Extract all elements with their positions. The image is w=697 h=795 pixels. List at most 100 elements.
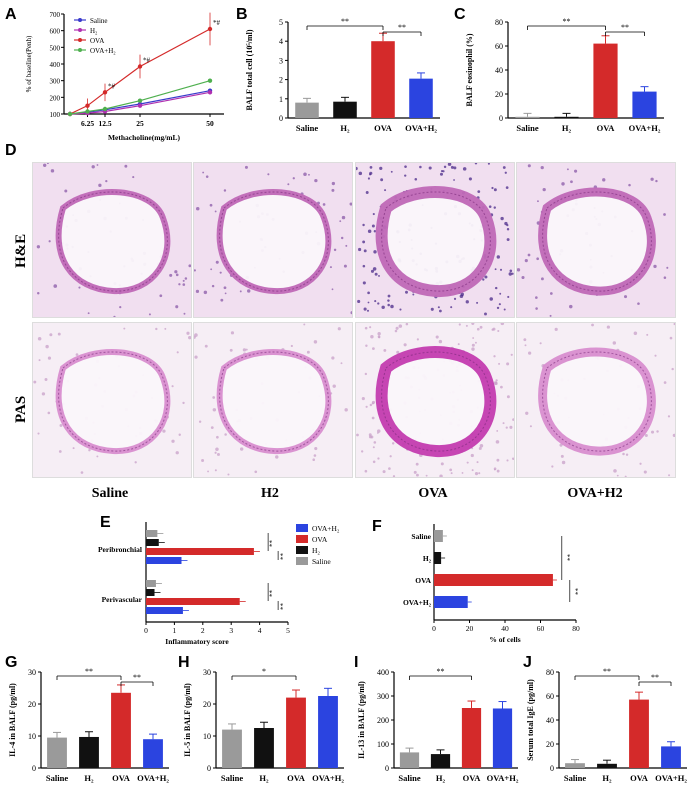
cell-nucleus (182, 401, 185, 405)
cell-nucleus (292, 177, 295, 180)
cell-nucleus (50, 169, 55, 173)
bar-h2 (597, 763, 617, 768)
y-tick-label: 60 (546, 692, 554, 701)
hbar (146, 607, 183, 614)
cell-nucleus (602, 178, 606, 182)
cell-nucleus (404, 174, 407, 177)
cell-nucleus (449, 468, 453, 472)
micrograph-image (194, 323, 352, 477)
y-axis-label: BALF total cell (10⁵/ml) (245, 29, 254, 110)
cell-nucleus (498, 303, 501, 306)
cell-nucleus (331, 288, 334, 291)
cell-nucleus (132, 176, 135, 179)
sig-marker: ** (276, 603, 284, 611)
cell-nucleus (209, 203, 213, 207)
cell-nucleus (204, 344, 208, 348)
bar-ova (629, 699, 649, 768)
cell-nucleus (41, 392, 46, 396)
y-tick-label: 300 (50, 78, 61, 86)
sig-marker: ** (265, 590, 273, 598)
cell-nucleus (561, 460, 566, 465)
cell-nucleus (96, 164, 99, 166)
cell-nucleus (220, 298, 224, 302)
cell-nucleus (75, 353, 79, 356)
cell-nucleus (551, 465, 554, 468)
cell-nucleus (171, 385, 174, 388)
y-tick-label: 200 (50, 94, 61, 102)
x-tick-label: OVA (463, 773, 482, 783)
series-point (85, 109, 90, 114)
cell-nucleus (656, 430, 659, 433)
row-label-he: H&E (13, 233, 29, 268)
cell-nucleus (379, 166, 383, 170)
cell-nucleus (37, 292, 40, 295)
cell-nucleus (653, 264, 657, 269)
annotation-marker: *# (108, 82, 116, 90)
y-tick-label: 400 (50, 61, 61, 69)
cell-nucleus (377, 457, 380, 460)
cell-nucleus (650, 430, 655, 434)
cell-nucleus (367, 229, 372, 234)
hbar-h2 (434, 552, 442, 564)
cell-nucleus (374, 300, 377, 303)
cell-nucleus (435, 335, 439, 339)
y-tick-label: 0 (499, 114, 503, 123)
y-tick-label: 20 (546, 740, 554, 749)
series-point (137, 103, 143, 108)
cell-nucleus (471, 323, 475, 325)
cell-nucleus (502, 422, 505, 425)
cell-nucleus (542, 188, 546, 192)
cell-nucleus (606, 325, 610, 329)
cell-nucleus (205, 175, 209, 178)
cell-nucleus (224, 433, 227, 436)
x-tick-label: 60 (537, 624, 545, 633)
y-axis-label: % of baseline(Penh) (25, 35, 33, 92)
cell-nucleus (487, 163, 490, 165)
panel-label-f: F (372, 518, 382, 535)
x-tick-label: Saline (516, 123, 538, 133)
cell-nucleus (358, 247, 362, 252)
micrograph-he-h2 (193, 162, 353, 318)
micrograph-image (517, 323, 675, 477)
x-tick-label: 2 (201, 626, 205, 635)
micrograph-image (356, 163, 514, 317)
cell-nucleus (392, 475, 396, 477)
cell-nucleus (471, 343, 475, 347)
cell-nucleus (488, 205, 492, 208)
bar-h2 (554, 116, 579, 118)
micrograph-pas-ova (355, 322, 515, 478)
cell-nucleus (493, 355, 496, 358)
cell-nucleus (369, 165, 373, 169)
sig-marker: ** (603, 667, 611, 676)
cell-nucleus (443, 165, 447, 169)
cell-nucleus (472, 337, 475, 339)
cell-nucleus (394, 329, 398, 333)
micrograph-image (356, 323, 514, 477)
legend-swatch (296, 557, 308, 565)
cell-nucleus (364, 372, 368, 376)
cell-nucleus (569, 304, 573, 309)
cell-nucleus (613, 469, 617, 473)
cell-nucleus (506, 395, 510, 399)
cell-nucleus (194, 269, 196, 272)
cell-nucleus (371, 416, 375, 420)
cell-nucleus (194, 355, 198, 359)
cell-nucleus (306, 350, 310, 354)
y-tick-label: 60 (495, 42, 503, 51)
cell-nucleus (230, 331, 235, 335)
cell-nucleus (49, 333, 53, 337)
cell-nucleus (224, 292, 227, 295)
y-tick-label: OVA+H₂ (403, 598, 432, 607)
cell-nucleus (215, 447, 219, 451)
cell-nucleus (669, 336, 673, 340)
cell-nucleus (666, 266, 669, 269)
cell-nucleus (628, 183, 631, 187)
panel-label-g: G (5, 654, 18, 671)
cell-nucleus (186, 331, 190, 335)
sig-marker: ** (265, 540, 273, 548)
cell-nucleus (523, 338, 527, 342)
hbar (146, 598, 240, 605)
cell-nucleus (182, 279, 185, 282)
cell-nucleus (211, 284, 215, 288)
cell-nucleus (332, 384, 336, 388)
